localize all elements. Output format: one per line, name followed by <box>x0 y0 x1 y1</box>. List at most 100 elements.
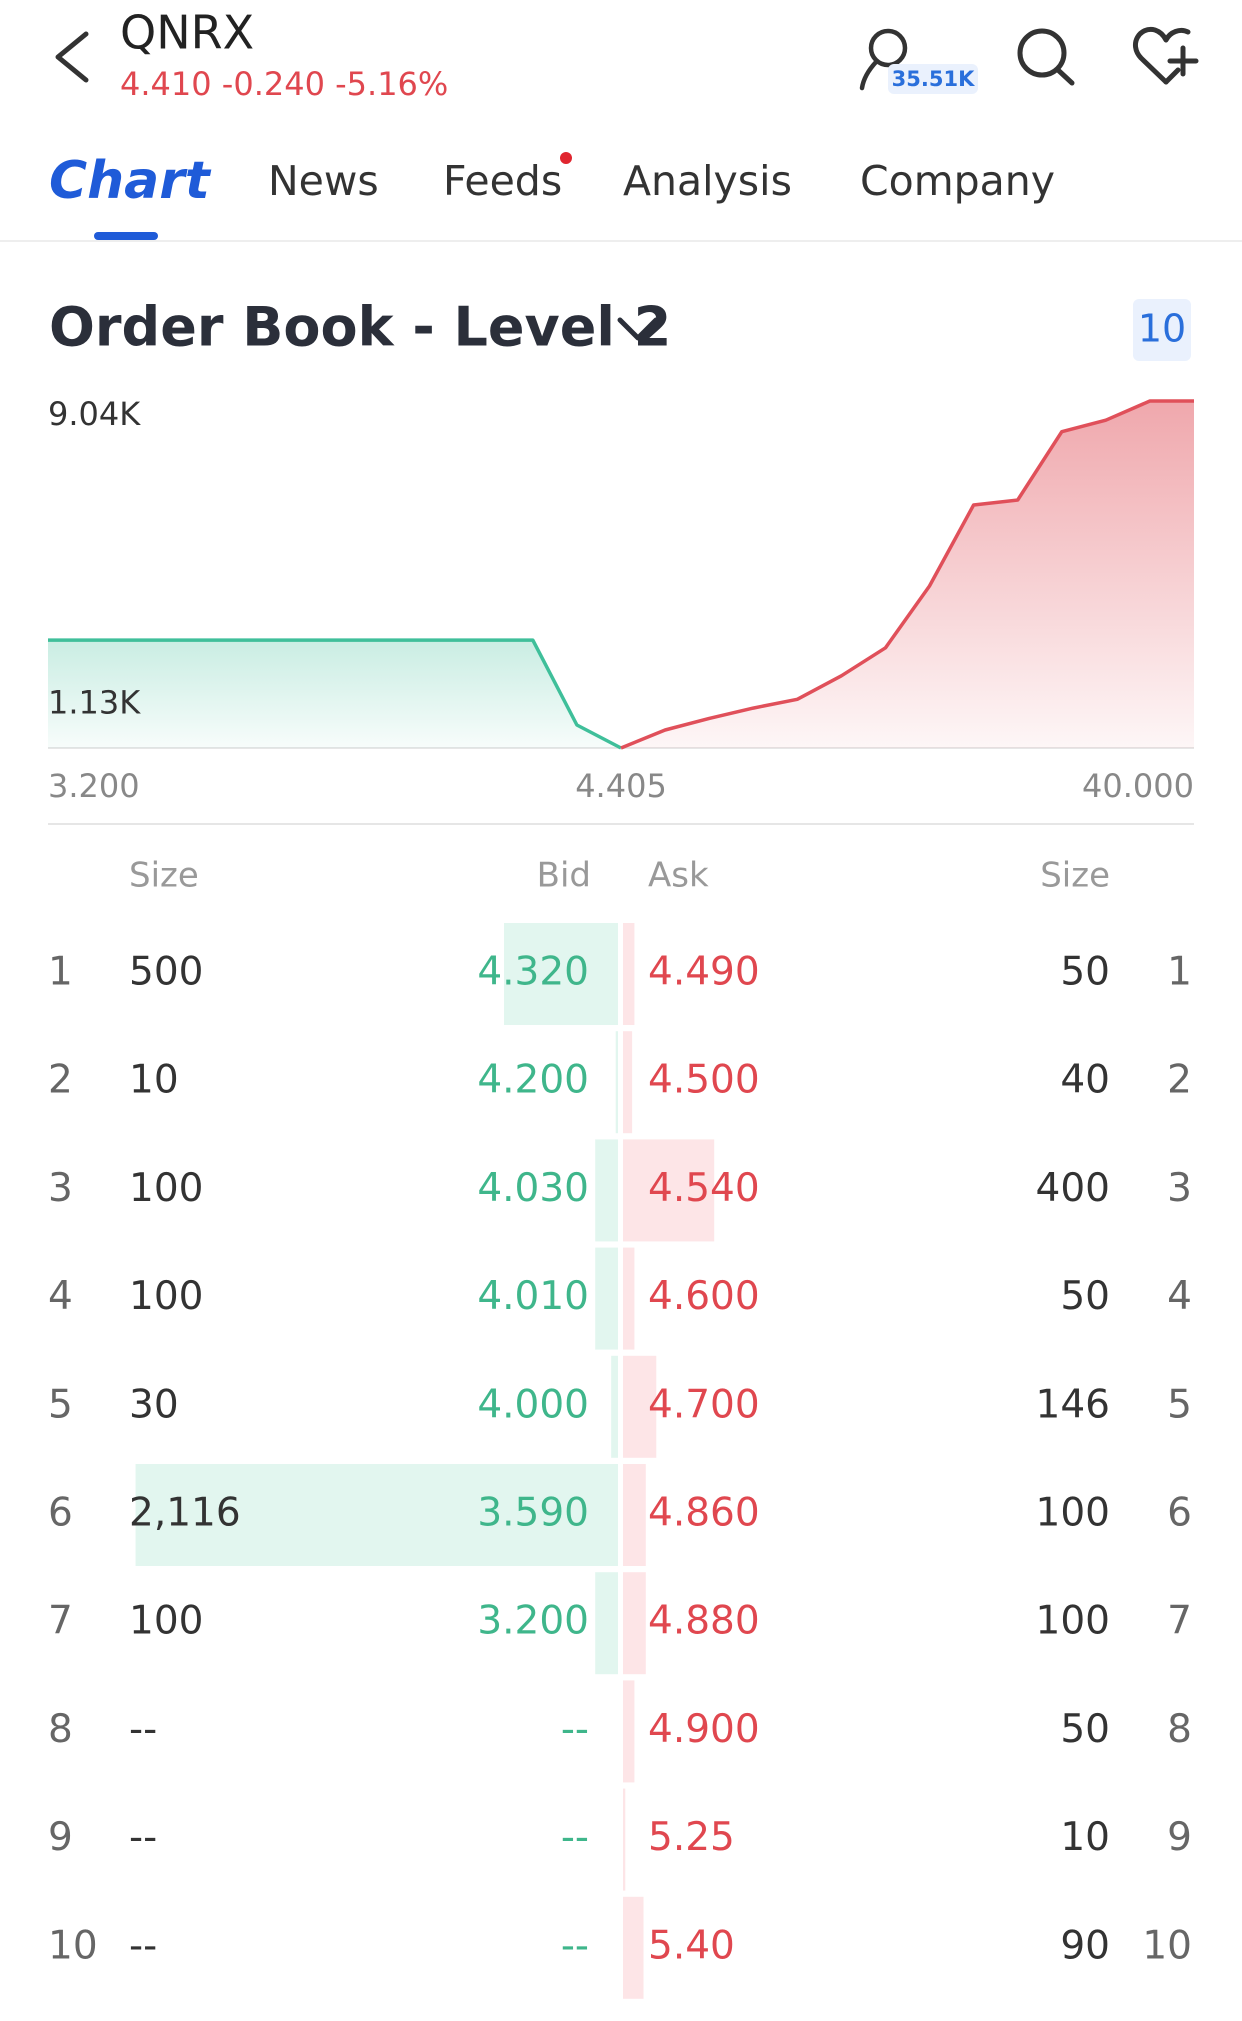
bid-depth-bar <box>615 1031 618 1134</box>
ask-price: 4.900 <box>648 1707 760 1752</box>
ask-depth-bar <box>623 1572 646 1675</box>
ask-size: 10 <box>1060 1815 1110 1860</box>
x-label: 4.405 <box>575 767 667 805</box>
bid-price: -- <box>561 1923 589 1968</box>
x-label: 40.000 <box>1082 767 1194 805</box>
column-header: Bid <box>537 856 591 896</box>
ask-size: 50 <box>1060 1707 1110 1752</box>
ask-depth-bar <box>623 1031 633 1134</box>
ask-depth-bar <box>623 1788 626 1891</box>
bid-depth-bar <box>595 1139 618 1242</box>
levels-count: 10 <box>1138 307 1186 351</box>
level: 6 <box>48 1491 73 1536</box>
ask-size: 50 <box>1060 1274 1110 1319</box>
levels-badge[interactable] <box>1133 299 1191 361</box>
bid-price: 3.590 <box>477 1491 589 1536</box>
level: 2 <box>48 1058 73 1103</box>
bid-line <box>48 638 622 750</box>
ask-size: 50 <box>1060 950 1110 995</box>
ask-line <box>620 399 1194 750</box>
watchlist-button[interactable] <box>1133 26 1199 85</box>
level: 6 <box>1167 1491 1192 1536</box>
bid-price: -- <box>561 1707 589 1752</box>
ask-depth-bar <box>623 1680 635 1783</box>
ask-size: 90 <box>1060 1923 1110 1968</box>
bid-size: 500 <box>129 950 203 995</box>
level: 10 <box>48 1923 98 1968</box>
bid-size: 100 <box>129 1599 203 1644</box>
level: 8 <box>1167 1707 1192 1752</box>
bid-price: 4.030 <box>477 1166 589 1211</box>
level: 5 <box>1167 1382 1192 1427</box>
ask-size: 100 <box>1036 1491 1110 1536</box>
bid-price: -- <box>561 1815 589 1860</box>
bid-price: 4.000 <box>477 1382 589 1427</box>
followers-button[interactable]: 35.51K <box>859 28 978 94</box>
level: 3 <box>48 1166 73 1211</box>
tab[interactable]: News <box>268 157 379 205</box>
column-header: Size <box>129 856 199 896</box>
ask-depth-bar <box>623 923 635 1025</box>
ask-size: 100 <box>1036 1599 1110 1644</box>
level: 10 <box>1142 1923 1192 1968</box>
bid-depth-bar <box>504 923 618 1025</box>
level: 7 <box>48 1599 73 1644</box>
ask-depth-bar <box>623 1464 646 1566</box>
dropdown-chevron[interactable] <box>617 317 659 341</box>
level: 3 <box>1167 1166 1192 1211</box>
x-label: 3.200 <box>48 767 140 805</box>
ask-price: 4.860 <box>648 1491 760 1536</box>
ask-price: 4.540 <box>648 1166 760 1211</box>
bid-size: 10 <box>129 1058 179 1103</box>
bid-price: 4.320 <box>477 950 589 995</box>
bid-depth-bar <box>595 1572 618 1675</box>
bid-depth-bar <box>135 1464 618 1566</box>
ask-price: 4.700 <box>648 1382 760 1427</box>
ask-price: 4.880 <box>648 1599 760 1644</box>
ask-price: 5.40 <box>648 1923 735 1968</box>
bid-size: -- <box>129 1707 157 1752</box>
tab[interactable]: Feeds <box>443 157 562 205</box>
bid-size: 100 <box>129 1274 203 1319</box>
level: 2 <box>1167 1058 1192 1103</box>
level: 4 <box>1167 1274 1192 1319</box>
bid-size: -- <box>129 1815 157 1860</box>
level: 9 <box>1167 1815 1192 1860</box>
bid-area <box>48 640 621 748</box>
level: 1 <box>48 950 73 995</box>
ask-size: 400 <box>1036 1166 1110 1211</box>
bid-size: 30 <box>129 1382 179 1427</box>
quote: 4.410 -0.240 -5.16% <box>120 65 448 103</box>
ask-area <box>621 401 1194 748</box>
bid-size: 100 <box>129 1166 203 1211</box>
ask-price: 4.600 <box>648 1274 760 1319</box>
ask-size: 146 <box>1036 1382 1110 1427</box>
ask-depth-bar <box>623 1355 657 1458</box>
tab[interactable]: Company <box>860 157 1055 205</box>
level: 1 <box>1167 950 1192 995</box>
search-button[interactable] <box>1017 28 1075 86</box>
followers-count: 35.51K <box>892 67 975 91</box>
tab-active[interactable]: Chart <box>49 151 212 211</box>
bid-price: 4.200 <box>477 1058 589 1103</box>
tab[interactable]: Analysis <box>623 157 792 205</box>
ask-price: 5.25 <box>648 1815 735 1860</box>
bid-depth-bar <box>595 1247 618 1350</box>
ask-price: 4.490 <box>648 950 760 995</box>
y-tick-label: 9.04K <box>48 395 141 433</box>
bid-price: 4.010 <box>477 1274 589 1319</box>
ask-price: 4.500 <box>648 1058 760 1103</box>
ask-depth-bar <box>623 1896 644 1999</box>
level: 7 <box>1167 1599 1192 1644</box>
notification-dot <box>560 152 572 164</box>
bid-depth-bar <box>611 1355 618 1458</box>
level: 5 <box>48 1382 73 1427</box>
level: 4 <box>48 1274 73 1319</box>
column-header: Ask <box>648 856 709 896</box>
column-header: Size <box>1040 856 1110 896</box>
ask-depth-bar <box>623 1139 715 1242</box>
ask-depth-bar <box>623 1247 635 1350</box>
bid-size: 2,116 <box>129 1491 241 1536</box>
back-button[interactable] <box>55 31 89 83</box>
